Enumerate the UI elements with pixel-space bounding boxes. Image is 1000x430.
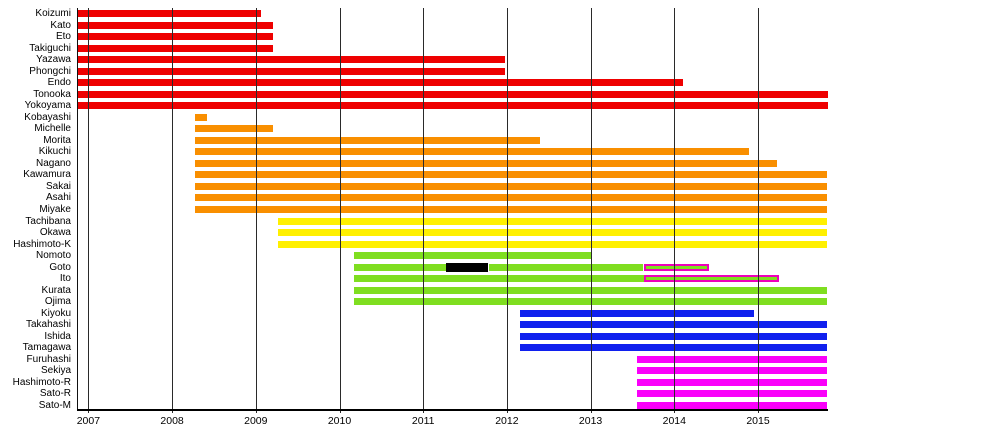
member-label-miyake: Miyake [39, 204, 71, 215]
timeline-bar-kobayashi-active [194, 113, 208, 121]
member-label-michelle: Michelle [34, 123, 71, 135]
member-label-goto: Goto [49, 261, 71, 273]
member-label-tamagawa: Tamagawa [22, 342, 71, 354]
timeline-bar-yazawa-active [77, 56, 506, 64]
timeline-bar-kikuchi-active [194, 148, 749, 156]
timeline-bar-kiyoku-active [520, 309, 754, 317]
member-label-okawa: Okawa [39, 227, 71, 239]
member-label-kurata: Kurata [41, 284, 71, 296]
member-label-sekiya: Sekiya [40, 365, 71, 377]
x-tick-label-2010: 2010 [327, 415, 352, 427]
x-tick-label-2013: 2013 [578, 415, 603, 427]
timeline-bar-goto-active [488, 263, 643, 271]
member-label-kawamura: Kawamura [23, 169, 71, 181]
member-label-koizumi: Koizumi [35, 8, 71, 19]
member-label-sato-r: Sato-R [39, 388, 71, 400]
gridline-2008 [172, 8, 174, 413]
x-tick-label-2011: 2011 [411, 415, 435, 427]
timeline-bar-takahashi-active [520, 321, 828, 329]
timeline-bar-goto-concurrent [644, 263, 710, 271]
timeline-bar-morita-active [194, 136, 541, 144]
timeline-bar-kurata-active [353, 286, 828, 294]
gridline-2014 [674, 8, 676, 413]
member-label-hashimoto-r: Hashimoto-R [12, 376, 71, 388]
member-label-yazawa: Yazawa [36, 54, 71, 66]
timeline-bar-nomoto-active [353, 252, 591, 260]
timeline-bar-hashimoto-k-active [278, 240, 828, 248]
timeline-bar-sato-r-active [636, 390, 828, 398]
timeline-bar-goto-active [353, 263, 446, 271]
gridline-2012 [506, 8, 508, 413]
member-label-hashimoto-k: Hashimoto-K [13, 238, 71, 250]
timeline-bar-tamagawa-active [520, 344, 828, 352]
member-label-kato: Kato [50, 19, 71, 31]
member-label-furuhashi: Furuhashi [26, 353, 71, 365]
timeline-bar-koizumi-active [77, 10, 261, 17]
timeline-bar-asahi-active [194, 194, 828, 202]
timeline-bar-endo-active [77, 79, 683, 87]
y-axis-line [77, 8, 78, 409]
gridline-2010 [339, 8, 341, 413]
member-label-morita: Morita [43, 134, 71, 146]
member-label-sakai: Sakai [45, 180, 71, 192]
member-label-eto: Eto [55, 31, 71, 43]
timeline-bar-furuhashi-active [636, 355, 828, 363]
x-tick-label-2008: 2008 [160, 415, 184, 427]
gridline-2009 [255, 8, 257, 413]
timeline-bar-ito-concurrent [644, 275, 779, 283]
member-label-ito: Ito [59, 273, 71, 285]
member-label-takiguchi: Takiguchi [29, 42, 71, 54]
x-axis-line [77, 409, 829, 411]
member-label-yokoyama: Yokoyama [24, 100, 71, 112]
gridline-2013 [590, 8, 592, 413]
timeline-bar-yokoyama-active [77, 102, 828, 110]
member-label-nomoto: Nomoto [35, 250, 71, 262]
timeline-bar-hashimoto-r-active [636, 378, 828, 386]
timeline-bar-phongchi-active [77, 67, 506, 75]
timeline-bar-goto-hiatus [445, 262, 489, 272]
x-tick-label-2012: 2012 [495, 415, 519, 427]
member-label-kiyoku: Kiyoku [40, 307, 71, 319]
timeline-bar-takiguchi-active [77, 44, 274, 52]
member-label-asahi: Asahi [45, 192, 71, 204]
timeline-bar-sakai-active [194, 182, 828, 190]
timeline-bar-ishida-active [520, 332, 828, 340]
timeline-bar-nagano-active [194, 159, 778, 167]
timeline-bar-miyake-active [194, 206, 828, 213]
timeline-bar-tachibana-active [278, 217, 828, 225]
timeline-bar-eto-active [77, 33, 274, 41]
timeline-bar-kawamura-active [194, 171, 828, 179]
gridline-2011 [423, 8, 425, 413]
member-label-phongchi: Phongchi [29, 65, 71, 77]
gridline-2007 [88, 8, 90, 413]
timeline-bar-tonooka-active [77, 90, 828, 98]
member-label-sato-m: Sato-M [38, 400, 71, 412]
timeline-bar-ojima-active [353, 298, 828, 306]
member-label-kikuchi: Kikuchi [38, 146, 71, 158]
member-label-kobayashi: Kobayashi [24, 111, 71, 123]
member-label-tonooka: Tonooka [33, 88, 71, 100]
x-tick-label-2009: 2009 [244, 415, 268, 427]
timeline-bar-ito-active [353, 275, 645, 283]
x-tick-label-2015: 2015 [746, 415, 770, 427]
member-label-takahashi: Takahashi [25, 319, 71, 331]
timeline-bar-okawa-active [278, 229, 828, 237]
member-label-ojima: Ojima [44, 296, 71, 308]
timeline-bar-kato-active [77, 21, 274, 29]
member-label-nagano: Nagano [35, 157, 71, 169]
timeline-bar-michelle-active [194, 125, 274, 133]
timeline-bar-sekiya-active [636, 367, 828, 375]
member-label-tachibana: Tachibana [25, 215, 71, 227]
timeline-bar-sato-m-active [636, 402, 828, 410]
x-tick-label-2014: 2014 [662, 415, 686, 427]
gridline-2015 [758, 8, 759, 413]
member-label-endo: Endo [47, 77, 71, 89]
member-label-ishida: Ishida [44, 330, 71, 342]
x-tick-label-2007: 2007 [76, 415, 101, 427]
